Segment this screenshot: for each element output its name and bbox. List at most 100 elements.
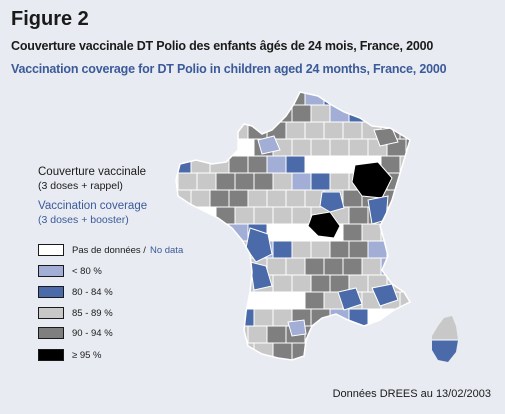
department-cell — [196, 138, 217, 157]
department-cell — [386, 240, 407, 259]
department-cell — [405, 240, 410, 259]
department-cell — [215, 240, 236, 259]
department-cell — [348, 104, 369, 123]
legend-label-fr: 85 - 89 % — [72, 307, 113, 319]
department-80-84-south — [337, 287, 363, 311]
legend-swatch — [38, 327, 64, 339]
department-cell — [177, 138, 198, 157]
department-cell — [419, 190, 438, 207]
department-cell — [176, 291, 192, 310]
department-cell — [196, 172, 217, 191]
legend-swatch — [38, 307, 64, 319]
department-cell — [190, 223, 211, 242]
department-cell — [419, 122, 438, 139]
department-cell — [380, 325, 401, 344]
department-cell — [304, 92, 325, 106]
department-lt80-south — [287, 319, 307, 337]
department-cell — [329, 308, 350, 327]
department-cell — [361, 325, 382, 344]
department-cell — [209, 257, 230, 276]
department-cell — [380, 359, 401, 360]
department-cell — [425, 275, 444, 292]
department-cell — [304, 359, 325, 360]
department-cell — [266, 257, 287, 276]
department-cell — [234, 104, 255, 123]
department-cell — [405, 172, 410, 191]
department-cell — [405, 104, 410, 123]
department-cell — [329, 274, 350, 293]
department-cell — [310, 342, 331, 360]
department-cell — [176, 223, 192, 242]
department-cell — [177, 274, 198, 293]
department-cell — [329, 138, 350, 157]
department-cell — [425, 139, 444, 156]
figure-label: Figure 2 — [11, 8, 89, 30]
department-cell — [310, 104, 331, 123]
department-cell — [177, 342, 198, 360]
department-cell — [272, 240, 293, 259]
department-80-84 — [367, 195, 389, 225]
department-cell — [399, 223, 410, 242]
department-cell — [177, 104, 198, 123]
legend-item-no-data: Pas de données / No data — [38, 244, 183, 256]
department-cell — [196, 308, 217, 327]
department-cell — [247, 155, 268, 174]
department-cell — [310, 172, 331, 191]
department-cell — [196, 104, 217, 123]
department-cell — [405, 206, 410, 225]
department-cell — [342, 325, 363, 344]
department-cell — [342, 92, 363, 106]
department-cell — [348, 138, 369, 157]
department-cell — [323, 359, 344, 360]
department-cell — [348, 206, 369, 225]
department-cell — [419, 156, 438, 173]
department-cell — [310, 138, 331, 157]
department-cell — [190, 291, 211, 310]
legend-label-fr: ≥ 95 % — [72, 349, 102, 361]
department-cell — [176, 257, 192, 276]
department-cell — [323, 257, 344, 276]
department-cell — [304, 257, 325, 276]
department-cell — [228, 291, 249, 310]
department-cell — [190, 325, 211, 344]
legend-item-90-94: 90 - 94 % — [38, 327, 113, 339]
department-cell — [176, 121, 192, 140]
department-90-94 — [373, 127, 399, 147]
department-cell — [266, 189, 287, 208]
department-corsica-north — [432, 316, 458, 341]
department-cell — [310, 240, 331, 259]
department-cell — [399, 92, 410, 106]
department-cell — [386, 104, 407, 123]
department-cell — [215, 138, 236, 157]
department-cell — [272, 274, 293, 293]
department-cell — [323, 155, 344, 174]
department-cell — [310, 274, 331, 293]
department-cell — [177, 308, 198, 327]
department-cell — [419, 224, 438, 241]
department-cell — [196, 274, 217, 293]
department-cell — [285, 223, 306, 242]
department-cell — [361, 92, 382, 106]
department-cell — [342, 121, 363, 140]
department-cell — [348, 240, 369, 259]
department-cell — [266, 223, 287, 242]
department-cell — [361, 359, 382, 360]
department-cell — [176, 92, 192, 106]
department-cell — [215, 308, 236, 327]
department-cell — [425, 105, 444, 122]
department-cell — [215, 206, 236, 225]
department-cell — [329, 172, 350, 191]
department-cell — [253, 104, 274, 123]
department-lt80-north — [257, 135, 281, 155]
department-cell — [228, 189, 249, 208]
department-cell — [266, 92, 287, 106]
department-corsica-south — [432, 339, 458, 362]
department-cell — [209, 325, 230, 344]
department-cell — [323, 121, 344, 140]
department-cell — [425, 207, 444, 224]
legend-swatch — [38, 265, 64, 277]
department-cell — [247, 359, 268, 360]
department-cell — [285, 155, 306, 174]
department-cell — [386, 308, 407, 327]
